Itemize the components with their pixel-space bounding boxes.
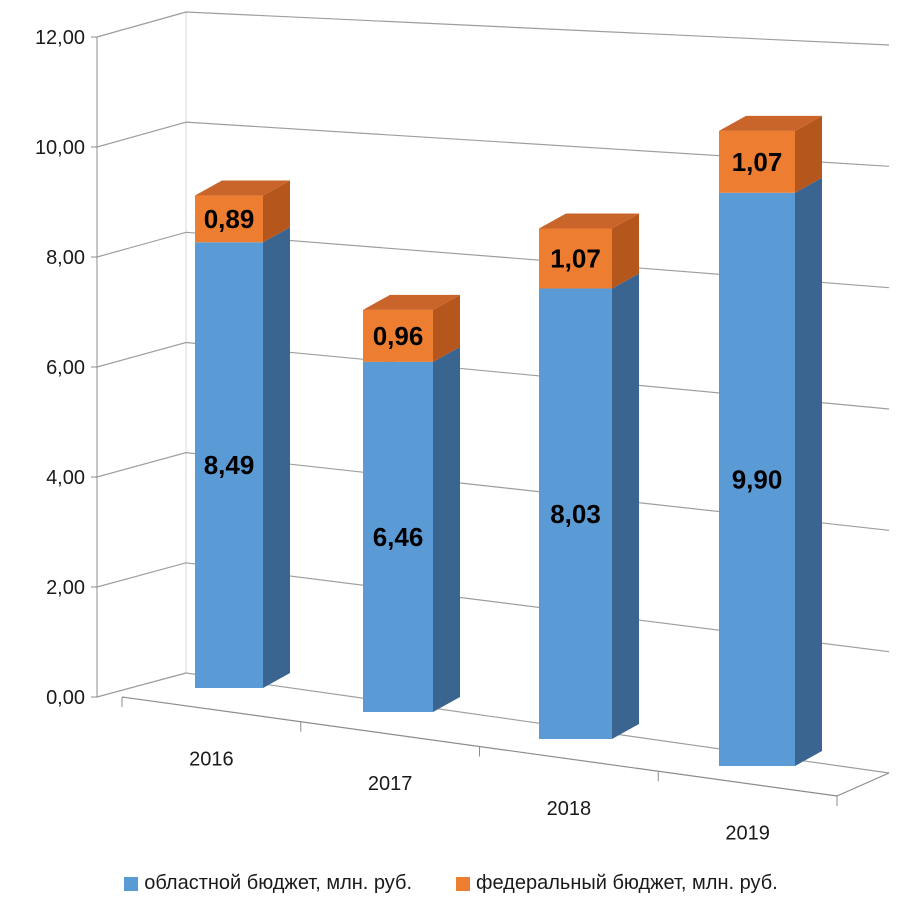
y-tick-label: 0,00 bbox=[46, 687, 85, 709]
x-tick-label: 2017 bbox=[368, 773, 413, 795]
gridline bbox=[96, 672, 890, 774]
y-tick-label: 8,00 bbox=[46, 247, 85, 269]
floor-right-edge bbox=[836, 772, 890, 797]
data-label-federal-2016: 0,89 bbox=[204, 204, 255, 234]
data-label-federal-2019: 1,07 bbox=[732, 147, 783, 177]
x-tick-label: 2019 bbox=[725, 823, 770, 845]
data-labels: 8,49 0,89 6,46 0,96 8,03 1,07 9,90 1,07 bbox=[204, 147, 783, 552]
gridline bbox=[96, 231, 890, 289]
legend-item-series-1: федеральный бюджет, млн. руб. bbox=[456, 872, 778, 895]
data-label-federal-2018: 1,07 bbox=[550, 244, 601, 274]
y-tick-label: 6,00 bbox=[46, 357, 85, 379]
y-tick-label: 4,00 bbox=[46, 467, 85, 489]
bar-side-face bbox=[795, 115, 822, 193]
bar-top-face bbox=[539, 213, 639, 229]
data-label-regional-2016: 8,49 bbox=[204, 450, 255, 480]
x-tick-label: 2016 bbox=[189, 748, 234, 770]
legend-label-series-0: областной бюджет, млн. руб. bbox=[144, 872, 413, 894]
data-label-federal-2017: 0,96 bbox=[373, 321, 424, 351]
y-axis-ticks: 0,00 2,00 4,00 6,00 8,00 10,00 12,00 bbox=[35, 27, 98, 709]
bar-regional-2017 bbox=[363, 361, 433, 712]
bar-top-face bbox=[195, 180, 290, 196]
legend-swatch-series-1 bbox=[456, 876, 471, 891]
legend: областной бюджет, млн. руб. федеральный … bbox=[0, 872, 902, 895]
bar-federal-2019 bbox=[719, 130, 795, 193]
bar-federal-2017 bbox=[363, 309, 433, 362]
data-label-regional-2017: 6,46 bbox=[373, 522, 424, 552]
bar-regional-2016 bbox=[195, 242, 263, 688]
bar-side-face bbox=[612, 273, 639, 739]
legend-label-series-1: федеральный бюджет, млн. руб. bbox=[476, 872, 778, 894]
data-label-regional-2018: 8,03 bbox=[550, 499, 601, 529]
legend-swatch-series-0 bbox=[124, 876, 139, 891]
bar-side-face bbox=[433, 294, 460, 362]
gridline bbox=[96, 121, 890, 167]
legend-item-series-0: областной бюджет, млн. руб. bbox=[124, 872, 412, 895]
gridline bbox=[96, 341, 890, 410]
bar-regional-2019 bbox=[719, 192, 795, 767]
gridline bbox=[96, 11, 890, 46]
bar-federal-2018 bbox=[539, 228, 612, 289]
x-tick-label: 2018 bbox=[547, 798, 592, 820]
bar-side-face bbox=[612, 213, 639, 289]
gridlines bbox=[96, 11, 890, 774]
bar-top-face bbox=[363, 294, 460, 310]
y-tick-label: 2,00 bbox=[46, 577, 85, 599]
bars bbox=[195, 115, 822, 767]
y-tick-label: 12,00 bbox=[35, 27, 85, 49]
bar-top-face bbox=[719, 115, 822, 131]
bar-side-face bbox=[433, 346, 460, 712]
y-tick-label: 10,00 bbox=[35, 137, 85, 159]
data-label-regional-2019: 9,90 bbox=[732, 464, 783, 494]
bar-regional-2018 bbox=[539, 288, 612, 739]
gridline bbox=[96, 452, 890, 531]
x-axis: 2016 2017 2018 2019 bbox=[121, 696, 890, 845]
gridline bbox=[96, 562, 890, 653]
bar-federal-2016 bbox=[195, 195, 263, 243]
bar-side-face bbox=[263, 227, 290, 688]
bar-side-face bbox=[795, 177, 822, 767]
bar-side-face bbox=[263, 180, 290, 243]
